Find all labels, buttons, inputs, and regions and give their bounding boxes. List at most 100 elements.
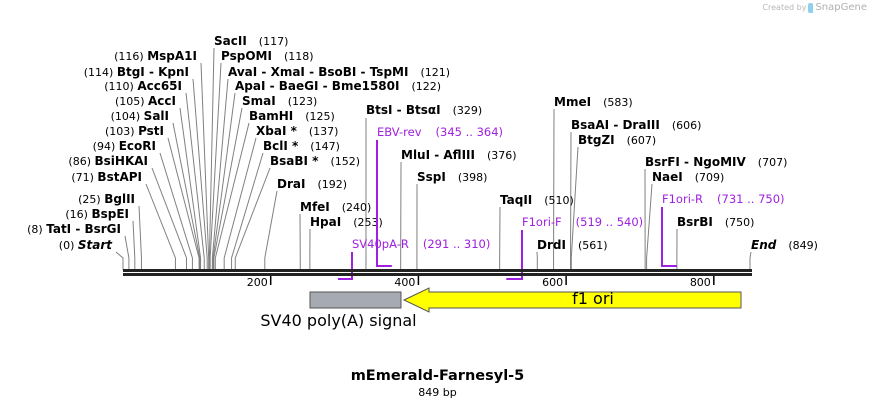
enzyme-site[interactable]: MfeI (240) (300, 200, 371, 214)
enzyme-site[interactable]: HpaI (253) (310, 215, 383, 229)
enzyme-label[interactable]: AvaI - XmaI - BsoBI - TspMI (121) (228, 65, 450, 79)
enzyme-label[interactable]: MluI - AflIII (376) (401, 148, 517, 162)
enzyme-site[interactable]: MmeI (583) (554, 95, 633, 109)
enzyme-site[interactable]: BsaBI * (152) (270, 154, 360, 168)
enzyme-label[interactable]: BamHI (125) (249, 109, 335, 123)
enzyme-site[interactable]: SmaI (123) (242, 94, 317, 108)
primer-f1ori-f[interactable]: F1ori-F (519 .. 540) (506, 215, 643, 280)
enzyme-label[interactable]: (0) Start (59, 238, 113, 252)
enzyme-site[interactable]: XbaI * (137) (256, 124, 338, 138)
enzyme-label[interactable]: HpaI (253) (310, 215, 383, 229)
enzyme-label[interactable]: SacII (117) (214, 34, 288, 48)
enzyme-site[interactable]: MluI - AflIII (376) (401, 148, 517, 162)
credit-prefix: Created by (762, 3, 807, 12)
enzyme-site[interactable]: DraI (192) (277, 177, 347, 191)
enzyme-label[interactable]: BtsI - BtsαI (329) (366, 103, 482, 117)
enzyme-label[interactable]: BtgZI (607) (578, 133, 656, 147)
enzyme-label[interactable]: (25) BglII (78, 192, 135, 206)
enzyme-label[interactable]: (103) PstI (105, 124, 164, 138)
feature-sv40-poly-a-signal[interactable]: SV40 poly(A) signal (260, 291, 417, 330)
primer-f1ori-r[interactable]: F1ori-R (731 .. 750) (661, 192, 785, 267)
enzyme-label[interactable]: End (849) (751, 238, 818, 252)
enzyme-site[interactable]: End (849) (751, 238, 818, 252)
enzyme-label[interactable]: (104) SalI (111, 109, 169, 123)
enzyme-site[interactable]: (105) AccI (115, 94, 176, 108)
enzyme-site[interactable]: (116) MspA1I (114, 49, 197, 63)
enzyme-label[interactable]: DraI (192) (277, 177, 347, 191)
enzyme-label[interactable]: BsaAI - DraIII (606) (571, 118, 701, 132)
enzyme-site[interactable]: TaqII (510) (500, 193, 574, 207)
feature-shape[interactable] (309, 291, 402, 309)
enzyme-site[interactable]: BclI * (147) (263, 139, 340, 153)
enzyme-site[interactable]: (86) BsiHKAI (68, 154, 148, 168)
primer-label[interactable]: F1ori-F (519 .. 540) (522, 215, 643, 229)
enzyme-label[interactable]: MmeI (583) (554, 95, 633, 109)
primer-label[interactable]: SV40pA-R (291 .. 310) (352, 237, 490, 251)
ruler-tick-label: 800 (690, 276, 711, 289)
enzyme-site[interactable]: NaeI (709) (652, 170, 724, 184)
enzyme-label[interactable]: (8) TatI - BsrGI (27, 222, 121, 236)
enzyme-label[interactable]: MfeI (240) (300, 200, 371, 214)
enzyme-name: BspEI (91, 207, 129, 221)
enzyme-label[interactable]: (16) BspEI (65, 207, 129, 221)
enzyme-leader-line (211, 78, 229, 270)
feature-f1-ori[interactable]: f1 ori (402, 287, 742, 313)
enzyme-site[interactable]: PspOMI (118) (221, 49, 314, 63)
enzyme-label[interactable]: DrdI (561) (537, 238, 608, 252)
ruler-tick-label: 400 (394, 276, 415, 289)
enzyme-label[interactable]: (114) BtgI - KpnI (84, 65, 189, 79)
primer-ebv-rev[interactable]: EBV-rev (345 .. 364) (376, 125, 503, 267)
enzyme-label[interactable]: SmaI (123) (242, 94, 317, 108)
enzyme-label[interactable]: (86) BsiHKAI (68, 154, 148, 168)
enzyme-label[interactable]: (110) Acc65I (104, 79, 182, 93)
enzyme-site[interactable]: BamHI (125) (249, 109, 335, 123)
enzyme-site[interactable]: DrdI (561) (537, 238, 608, 252)
enzyme-label[interactable]: ApaI - BaeGI - Bme1580I (122) (235, 79, 441, 93)
enzyme-label[interactable]: BclI * (147) (263, 139, 340, 153)
feature-arrow-shape[interactable] (402, 287, 742, 313)
primer-label[interactable]: EBV-rev (345 .. 364) (377, 125, 503, 139)
enzyme-site[interactable]: (8) TatI - BsrGI (27, 222, 121, 236)
enzyme-position: (122) (411, 80, 441, 93)
enzyme-site[interactable]: (104) SalI (111, 109, 169, 123)
enzyme-leader-line (212, 92, 236, 270)
enzyme-site[interactable]: SspI (398) (417, 170, 487, 184)
enzyme-label[interactable]: TaqII (510) (500, 193, 574, 207)
enzyme-label[interactable]: BsrFI - NgoMIV (707) (645, 155, 787, 169)
enzyme-position: (116) (114, 50, 147, 63)
enzyme-site[interactable]: (103) PstI (105, 124, 164, 138)
enzyme-label[interactable]: (105) AccI (115, 94, 176, 108)
enzyme-site[interactable]: (25) BglII (78, 192, 135, 206)
enzyme-leader-line (115, 251, 124, 270)
enzyme-position: (125) (305, 110, 335, 123)
enzyme-site[interactable]: (16) BspEI (65, 207, 129, 221)
enzyme-site[interactable]: (114) BtgI - KpnI (84, 65, 189, 79)
enzyme-site[interactable]: SacII (117) (214, 34, 288, 48)
enzyme-site[interactable]: BsaAI - DraIII (606) (571, 118, 701, 132)
enzyme-label[interactable]: (94) EcoRI (93, 139, 156, 153)
enzyme-label[interactable]: PspOMI (118) (221, 49, 314, 63)
feature-track: SV40 poly(A) signal f1 ori (260, 287, 742, 330)
enzyme-leader-line (209, 62, 222, 270)
enzyme-label[interactable]: NaeI (709) (652, 170, 724, 184)
enzyme-label[interactable]: (116) MspA1I (114, 49, 197, 63)
enzyme-site[interactable]: BsrFI - NgoMIV (707) (645, 155, 787, 169)
primer-label[interactable]: F1ori-R (731 .. 750) (662, 192, 785, 206)
enzyme-label[interactable]: BsaBI * (152) (270, 154, 360, 168)
enzyme-site[interactable]: (0) Start (59, 238, 113, 252)
enzyme-site[interactable]: (110) Acc65I (104, 79, 182, 93)
enzyme-site[interactable]: BsrBI (750) (677, 215, 754, 229)
enzyme-leader-line (138, 205, 142, 270)
enzyme-site[interactable]: ApaI - BaeGI - Bme1580I (122) (235, 79, 441, 93)
enzyme-label[interactable]: XbaI * (137) (256, 124, 338, 138)
enzyme-site[interactable]: BtsI - BtsαI (329) (366, 103, 482, 117)
enzyme-label[interactable]: BsrBI (750) (677, 215, 754, 229)
enzyme-label[interactable]: SspI (398) (417, 170, 487, 184)
enzyme-site[interactable]: AvaI - XmaI - BsoBI - TspMI (121) (228, 65, 450, 79)
enzyme-site[interactable]: (71) BstAPI (71, 170, 142, 184)
primer-sv40pa-r[interactable]: SV40pA-R (291 .. 310) (337, 237, 490, 280)
enzyme-site[interactable]: (94) EcoRI (93, 139, 156, 153)
enzyme-position: (561) (578, 239, 608, 252)
enzyme-site[interactable]: BtgZI (607) (578, 133, 656, 147)
enzyme-label[interactable]: (71) BstAPI (71, 170, 142, 184)
